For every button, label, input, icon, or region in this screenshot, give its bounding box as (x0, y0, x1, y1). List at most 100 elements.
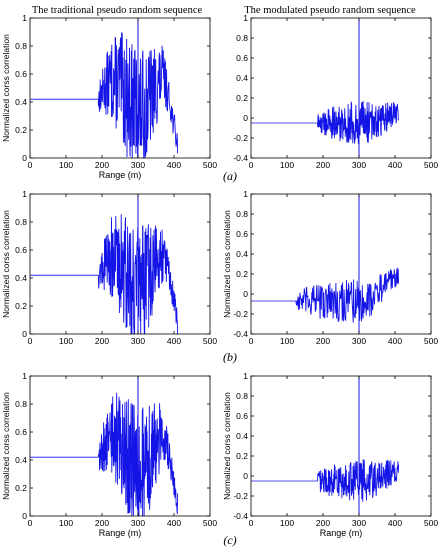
y-tick-label: 0.4 (236, 431, 248, 441)
y-tick-label: 0.8 (236, 33, 248, 43)
y-tick-label: 1 (243, 371, 248, 381)
x-tick-label: 0 (249, 160, 254, 170)
y-tick-label: 0.4 (236, 249, 248, 259)
x-tick-label: 300 (352, 336, 366, 346)
y-tick-label: 0 (22, 511, 27, 521)
axes-box (250, 375, 432, 517)
y-tick-label: -0.4 (233, 511, 248, 521)
x-tick-label: 300 (131, 336, 145, 346)
row-label-a: (a) (223, 169, 237, 183)
x-tick-label: 200 (95, 518, 109, 528)
x-tick-label: 300 (131, 160, 145, 170)
x-tick-label: 100 (59, 336, 73, 346)
y-tick-label: -0.4 (233, 153, 248, 163)
x-axis-label: Range (m) (99, 528, 142, 538)
series-group (251, 376, 400, 516)
x-tick-label: 300 (131, 518, 145, 528)
axes-box (250, 193, 432, 335)
row-label-b: (b) (223, 350, 237, 364)
x-tick-label: 200 (95, 336, 109, 346)
panel-c-left: 0 100 200 300 400 500 0 0.2 0.4 0.6 0.8 1 Range (m) N… (1, 371, 217, 538)
y-tick-label: 0.6 (236, 411, 248, 421)
axes-box (29, 375, 211, 517)
y-axis-label: Normalized corss correlation (1, 34, 11, 142)
y-tick-label: -0.2 (233, 491, 248, 501)
x-tick-label: 200 (316, 518, 330, 528)
x-tick-label: 500 (424, 518, 438, 528)
y-tick-label: -0.2 (233, 309, 248, 319)
x-tick-label: 200 (316, 336, 330, 346)
series-group (30, 194, 179, 334)
panel-a-left: 0 100 200 300 400 500 0 0.2 0.4 0.6 0.8 1 Range (m) N… (1, 13, 217, 180)
x-tick-label: 500 (203, 160, 217, 170)
x-tick-label: 400 (167, 336, 181, 346)
x-tick-label: 0 (28, 518, 33, 528)
y-tick-label: 0.6 (15, 427, 27, 437)
x-tick-label: 500 (424, 160, 438, 170)
x-tick-label: 300 (352, 160, 366, 170)
series-line (317, 100, 400, 145)
panel-c-right: 0 100 200 300 400 500 -0.4 -0.2 0 0.2 0.4 0.6 0.8 1 Ra… (222, 371, 438, 538)
x-axis-label: Range (m) (99, 170, 142, 180)
y-tick-label: 0.2 (236, 451, 248, 461)
y-tick-label: -0.2 (233, 133, 248, 143)
x-tick-label: 400 (388, 336, 402, 346)
series-line (317, 459, 400, 502)
y-tick-label: 0.2 (15, 483, 27, 493)
axes-box (29, 193, 211, 335)
panel-b-right: 0 100 200 300 400 500 -0.4 -0.2 0 0.2 0.4 0.6 0.8 1 No… (222, 189, 438, 346)
y-tick-label: 1 (22, 189, 27, 199)
y-tick-label: 0.6 (236, 53, 248, 63)
column-title-right: The modulated pseudo random sequence (244, 5, 416, 16)
y-tick-label: 0.8 (15, 41, 27, 51)
y-tick-label: 0.6 (15, 245, 27, 255)
series-group (251, 18, 400, 158)
x-tick-label: 200 (95, 160, 109, 170)
x-tick-label: 0 (249, 336, 254, 346)
x-tick-label: 0 (249, 518, 254, 528)
y-tick-label: 0.8 (15, 217, 27, 227)
y-axis-label: Normalized corss correlation (222, 210, 232, 318)
y-axis-label: Normalized corss correlation (222, 392, 232, 500)
column-title-left: The traditional pseudo random sequence (32, 5, 203, 16)
series-group (30, 18, 179, 158)
y-tick-label: 0 (243, 471, 248, 481)
axes-box (250, 17, 432, 159)
y-axis-label: Normalized corss correlation (1, 392, 11, 500)
y-tick-label: 0.2 (15, 301, 27, 311)
y-tick-label: 0.8 (236, 391, 248, 401)
y-tick-label: 0.2 (15, 125, 27, 135)
y-tick-label: 0.6 (15, 69, 27, 79)
y-tick-label: 0.2 (236, 93, 248, 103)
y-tick-label: 1 (243, 189, 248, 199)
y-tick-label: 0.4 (236, 73, 248, 83)
y-tick-label: 0 (22, 329, 27, 339)
y-tick-label: 0 (22, 153, 27, 163)
x-tick-label: 100 (280, 336, 294, 346)
y-axis-label: Normalized corss correlation (1, 210, 11, 318)
axes-box (29, 17, 211, 159)
y-tick-label: 0.4 (15, 273, 27, 283)
x-tick-label: 200 (316, 160, 330, 170)
x-tick-label: 400 (388, 518, 402, 528)
y-tick-label: 0.4 (15, 455, 27, 465)
x-tick-label: 100 (59, 160, 73, 170)
x-tick-label: 500 (424, 336, 438, 346)
x-tick-label: 300 (352, 518, 366, 528)
y-tick-label: 1 (243, 13, 248, 23)
y-tick-label: 1 (22, 13, 27, 23)
series-group (30, 376, 179, 516)
x-tick-label: 100 (280, 518, 294, 528)
y-tick-label: 0.2 (236, 269, 248, 279)
y-tick-label: 0.8 (236, 209, 248, 219)
x-tick-label: 500 (203, 336, 217, 346)
series-group (251, 194, 400, 334)
x-tick-label: 100 (59, 518, 73, 528)
x-tick-label: 0 (28, 336, 33, 346)
y-tick-label: 0.6 (236, 229, 248, 239)
panel-a-right: 0 100 200 300 400 500 -0.4 -0.2 0 0.2 0.4 0.6 0.8 1 (233, 13, 438, 170)
row-label-c: (c) (223, 533, 236, 547)
y-tick-label: 0 (243, 289, 248, 299)
series-line (295, 267, 400, 323)
